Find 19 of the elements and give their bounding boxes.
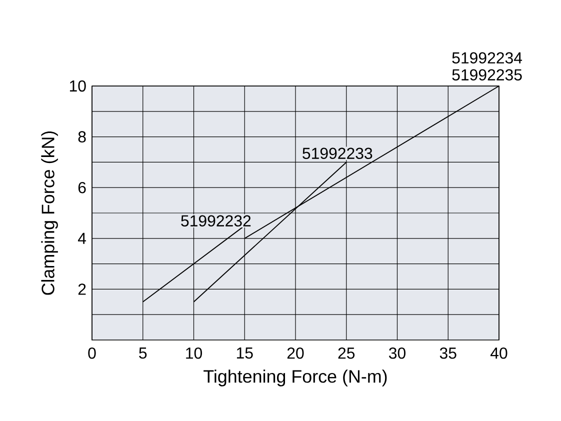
x-tick-label: 5	[139, 348, 147, 359]
y-tick-label: 8	[78, 131, 86, 142]
x-tick-label: 20	[287, 348, 304, 359]
x-tick-label: 10	[186, 348, 202, 359]
x-axis-title: Tightening Force (N-m)	[204, 370, 387, 386]
series-label: 51992233	[302, 148, 372, 160]
y-axis-title: Clamping Force (kN)	[41, 131, 58, 295]
y-tick-label: 6	[78, 182, 86, 194]
x-tick-label: 30	[388, 348, 406, 359]
x-tick-label: 25	[338, 348, 355, 359]
y-tick-label: 4	[78, 232, 86, 244]
y-tick-label: 2	[78, 284, 86, 295]
series-label: 51992232	[181, 215, 251, 226]
series-label: 51992234 51992235	[452, 52, 522, 80]
x-tick-label: 0	[88, 348, 96, 359]
x-tick-label: 35	[440, 348, 456, 359]
y-tick-label: 10	[70, 80, 86, 92]
x-tick-label: 15	[236, 348, 253, 359]
x-tick-label: 40	[490, 348, 508, 359]
